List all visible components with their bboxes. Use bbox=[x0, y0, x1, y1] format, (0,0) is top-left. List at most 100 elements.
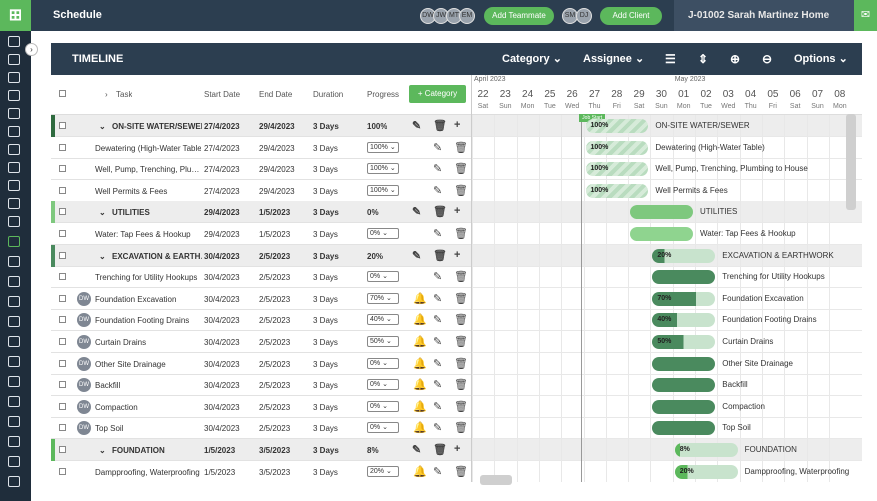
gantt-bar[interactable] bbox=[652, 270, 716, 285]
task-column-header[interactable]: Task bbox=[116, 90, 133, 99]
table-row[interactable]: DW Curtain Drains 30/4/2023 2/5/2023 3 Days 5… bbox=[51, 331, 471, 353]
avatar[interactable]: DW bbox=[77, 313, 91, 328]
gantt-bar[interactable]: 8% bbox=[674, 443, 738, 457]
table-row[interactable]: DW Compaction 30/4/2023 2/5/2023 3 Days 0% ⌄ 🔔… bbox=[51, 396, 471, 418]
start-date[interactable]: 30/4/2023 bbox=[204, 294, 240, 304]
end-date[interactable]: 2/5/2023 bbox=[259, 381, 291, 391]
edit-icon[interactable]: ✎ bbox=[433, 314, 443, 327]
gantt-bar[interactable] bbox=[630, 227, 693, 241]
start-date[interactable]: 1/5/2023 bbox=[204, 446, 236, 455]
avatar[interactable]: SM bbox=[562, 8, 578, 24]
add-teammate-button[interactable]: Add Teammate bbox=[484, 7, 554, 25]
tag-icon[interactable] bbox=[8, 336, 20, 347]
list-icon[interactable] bbox=[8, 108, 20, 119]
end-date[interactable]: 29/4/2023 bbox=[259, 186, 295, 196]
chat-icon[interactable] bbox=[8, 296, 20, 307]
table-row[interactable]: DW Other Site Drainage 30/4/2023 2/5/2023 3 … bbox=[51, 353, 471, 375]
end-column-header[interactable]: End Date bbox=[259, 90, 293, 99]
progress-select[interactable]: 0% ⌄ bbox=[367, 271, 399, 283]
row-checkbox[interactable] bbox=[59, 186, 66, 194]
app-logo-icon[interactable]: ⊞ bbox=[0, 0, 31, 31]
team-icon[interactable] bbox=[8, 376, 20, 387]
avatar[interactable]: DW bbox=[77, 378, 91, 393]
trash-icon[interactable]: 🗑 bbox=[454, 336, 468, 348]
group-name[interactable]: ON-SITE WATER/SEWER bbox=[112, 122, 202, 131]
duration[interactable]: 3 Days bbox=[313, 143, 338, 153]
trash-icon[interactable]: 🗑 bbox=[454, 292, 468, 305]
progress-select[interactable]: 100% ⌄ bbox=[367, 141, 399, 153]
avatar[interactable]: DJ bbox=[576, 8, 592, 24]
table-icon[interactable] bbox=[8, 256, 20, 267]
start-date[interactable]: 30/4/2023 bbox=[204, 402, 240, 412]
avatar[interactable]: DW bbox=[77, 356, 91, 371]
end-date[interactable]: 2/5/2023 bbox=[259, 338, 291, 347]
table-row[interactable]: DW Backfill 30/4/2023 2/5/2023 3 Days 0% ⌄ 🔔 ✎ 🗑 bbox=[51, 374, 471, 397]
task-name[interactable]: Backfill bbox=[95, 381, 121, 391]
group-name[interactable]: EXCAVATION & EARTH… bbox=[112, 251, 202, 261]
end-date[interactable]: 29/4/2023 bbox=[259, 165, 295, 175]
end-date[interactable]: 2/5/2023 bbox=[259, 424, 291, 434]
select-all-checkbox[interactable] bbox=[59, 90, 66, 97]
sidebar-collapse-button[interactable]: › bbox=[25, 43, 38, 56]
add-category-button[interactable]: + Category bbox=[409, 85, 466, 103]
progress-select[interactable]: 50% ⌄ bbox=[367, 336, 399, 347]
bell-icon[interactable]: 🔔 bbox=[413, 357, 427, 370]
table-row[interactable]: DW Foundation Footing Drains 30/4/2023 2/5/… bbox=[51, 309, 471, 332]
group-name[interactable]: FOUNDATION bbox=[112, 446, 165, 455]
start-date[interactable]: 30/4/2023 bbox=[204, 316, 240, 326]
money-icon[interactable] bbox=[8, 216, 20, 227]
start-date[interactable]: 29/4/2023 bbox=[204, 230, 240, 239]
expand-all-icon[interactable]: › bbox=[105, 90, 108, 99]
duration[interactable]: 3 Days bbox=[313, 359, 338, 369]
zoom-in-icon[interactable]: ⊕ bbox=[730, 52, 741, 66]
home-icon[interactable] bbox=[8, 36, 20, 47]
start-date[interactable]: 1/5/2023 bbox=[204, 467, 236, 477]
trash-icon[interactable]: 🗑 bbox=[454, 141, 468, 154]
gantt-bar[interactable]: 40% bbox=[652, 313, 716, 328]
bell-icon[interactable]: 🔔 bbox=[413, 465, 427, 478]
task-name[interactable]: Other Site Drainage bbox=[95, 359, 166, 369]
task-name[interactable]: Foundation Footing Drains bbox=[95, 316, 190, 326]
edit-icon[interactable]: ✎ bbox=[433, 465, 443, 478]
duration[interactable]: 3 Days bbox=[313, 338, 338, 347]
zoom-out-icon[interactable]: ⊖ bbox=[762, 52, 773, 66]
edit-icon[interactable]: ✎ bbox=[433, 379, 443, 392]
job-selector[interactable]: J-01002 Sarah Martinez Home bbox=[674, 0, 854, 31]
end-date[interactable]: 1/5/2023 bbox=[259, 230, 291, 239]
trash-icon[interactable]: 🗑 bbox=[454, 400, 468, 413]
row-checkbox[interactable] bbox=[59, 424, 66, 432]
duration-column-header[interactable]: Duration bbox=[313, 90, 344, 99]
duration[interactable]: 3 Days bbox=[313, 467, 338, 477]
duration[interactable]: 3 Days bbox=[313, 294, 338, 304]
start-date[interactable]: 30/4/2023 bbox=[204, 381, 240, 391]
end-date[interactable]: 29/4/2023 bbox=[259, 122, 295, 131]
gantt-bar[interactable]: 20% bbox=[652, 248, 716, 263]
duration[interactable]: 3 Days bbox=[313, 446, 339, 455]
task-name[interactable]: Water: Tap Fees & Hookup bbox=[95, 230, 191, 239]
start-date[interactable]: 27/4/2023 bbox=[204, 122, 240, 131]
calendar-icon[interactable] bbox=[8, 72, 20, 83]
duration[interactable]: 3 Days bbox=[313, 251, 339, 261]
start-date[interactable]: 27/4/2023 bbox=[204, 143, 240, 153]
trash-icon[interactable]: 🗑 bbox=[433, 444, 447, 456]
gantt-bar[interactable]: 100% bbox=[585, 183, 649, 198]
avatar[interactable]: EM bbox=[459, 8, 475, 24]
end-date[interactable]: 1/5/2023 bbox=[259, 208, 291, 218]
row-checkbox[interactable] bbox=[59, 294, 66, 302]
expand-collapse-icon[interactable]: ⇕ bbox=[698, 52, 709, 66]
group-name[interactable]: UTILITIES bbox=[112, 208, 150, 218]
photo-icon[interactable] bbox=[8, 144, 20, 155]
end-date[interactable]: 3/5/2023 bbox=[259, 446, 291, 455]
add-client-button[interactable]: Add Client bbox=[600, 7, 662, 25]
row-checkbox[interactable] bbox=[59, 446, 66, 453]
vertical-scrollbar[interactable] bbox=[846, 114, 856, 210]
start-date[interactable]: 30/4/2023 bbox=[204, 359, 240, 369]
duration[interactable]: 3 Days bbox=[313, 424, 338, 434]
progress-select[interactable]: 20% ⌄ bbox=[367, 465, 399, 477]
trash-icon[interactable]: 🗑 bbox=[433, 206, 447, 219]
edit-icon[interactable]: ✎ bbox=[433, 141, 443, 154]
duration[interactable]: 3 Days bbox=[313, 316, 338, 326]
trash-icon[interactable]: 🗑 bbox=[454, 465, 468, 478]
add-icon[interactable]: + bbox=[454, 119, 461, 131]
book-icon[interactable] bbox=[8, 456, 20, 467]
